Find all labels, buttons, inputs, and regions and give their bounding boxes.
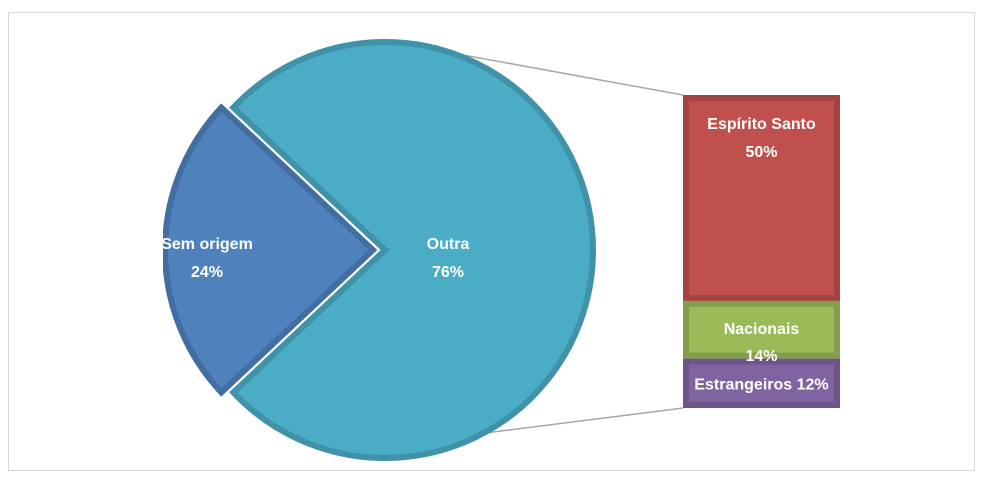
data-label-value: 76% [432, 264, 464, 281]
data-label-name: Espírito Santo [707, 116, 816, 133]
data-label-name: Sem origem [161, 236, 253, 253]
data-label-name: Outra [427, 236, 470, 253]
data-label-value: 50% [745, 144, 777, 161]
data-label: Estrangeiros 12% [694, 377, 828, 394]
bar-segment [683, 300, 840, 359]
pie-slice [163, 103, 378, 397]
data-label-name: Estrangeiros [694, 377, 792, 394]
bar-stack: Espírito Santo 50% Nacionais 14% Estrangeiro… [683, 95, 840, 408]
data-label-value: 12% [797, 377, 829, 394]
bar-segment [683, 358, 840, 408]
pie-slice [229, 39, 596, 461]
data-label-value: 24% [191, 264, 223, 281]
bar-segment [683, 95, 840, 301]
data-label-name: Nacionais [724, 321, 800, 338]
data-label-value: 14% [745, 348, 777, 365]
pie: Sem origem 24% Outra 76% [161, 39, 596, 461]
